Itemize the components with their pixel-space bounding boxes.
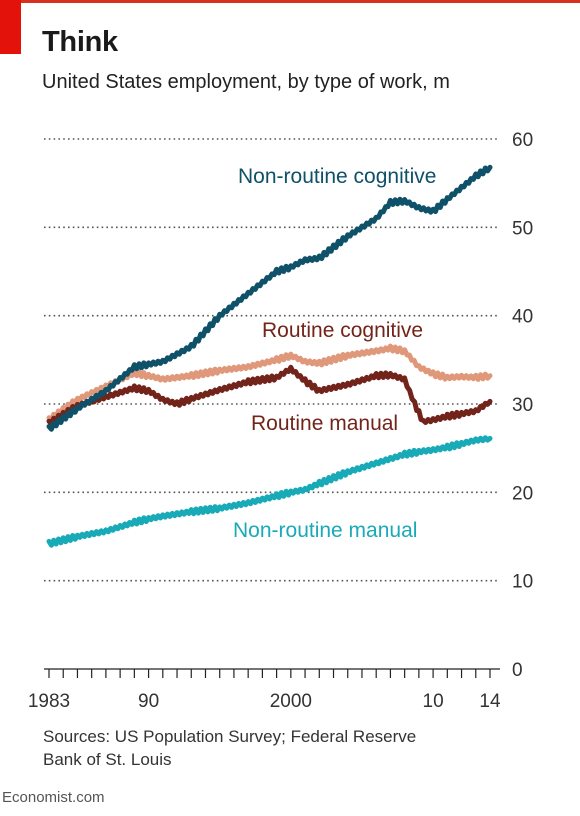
y-tick-label: 0 <box>512 660 523 681</box>
y-tick-label: 10 <box>512 572 533 593</box>
chart-title: Think <box>42 26 118 58</box>
x-tick-label: 10 <box>423 691 444 712</box>
y-tick-label: 50 <box>512 218 533 239</box>
x-tick-label: 14 <box>479 691 501 712</box>
x-tick-label: 90 <box>138 691 159 712</box>
y-tick-label: 20 <box>512 483 533 504</box>
x-tick-label: 1983 <box>28 691 70 712</box>
line-chart: 0 10 20 30 40 50 60 1983 90 2000 10 14 Non-routine c… <box>28 130 533 712</box>
source-line-2: Bank of St. Louis <box>43 750 172 769</box>
top-rule <box>0 0 580 3</box>
y-tick-label: 30 <box>512 395 533 416</box>
chart-subtitle: United States employment, by type of wor… <box>42 71 450 93</box>
x-tick-label: 2000 <box>270 691 312 712</box>
brand-red-tag <box>0 0 21 54</box>
series-label: Non-routine cognitive <box>238 165 436 188</box>
source-line-1: Sources: US Population Survey; Federal R… <box>43 727 417 746</box>
series-label: Routine manual <box>251 412 398 435</box>
series-label: Non-routine manual <box>233 519 417 542</box>
y-tick-label: 40 <box>512 307 533 328</box>
series-label: Routine cognitive <box>262 319 423 342</box>
series-line <box>46 364 493 427</box>
footer-brand: Economist.com <box>2 789 105 806</box>
y-tick-label: 60 <box>512 130 533 151</box>
series-line <box>46 164 493 432</box>
series-line <box>46 435 493 548</box>
source-note: Sources: US Population Survey; Federal R… <box>43 725 503 771</box>
